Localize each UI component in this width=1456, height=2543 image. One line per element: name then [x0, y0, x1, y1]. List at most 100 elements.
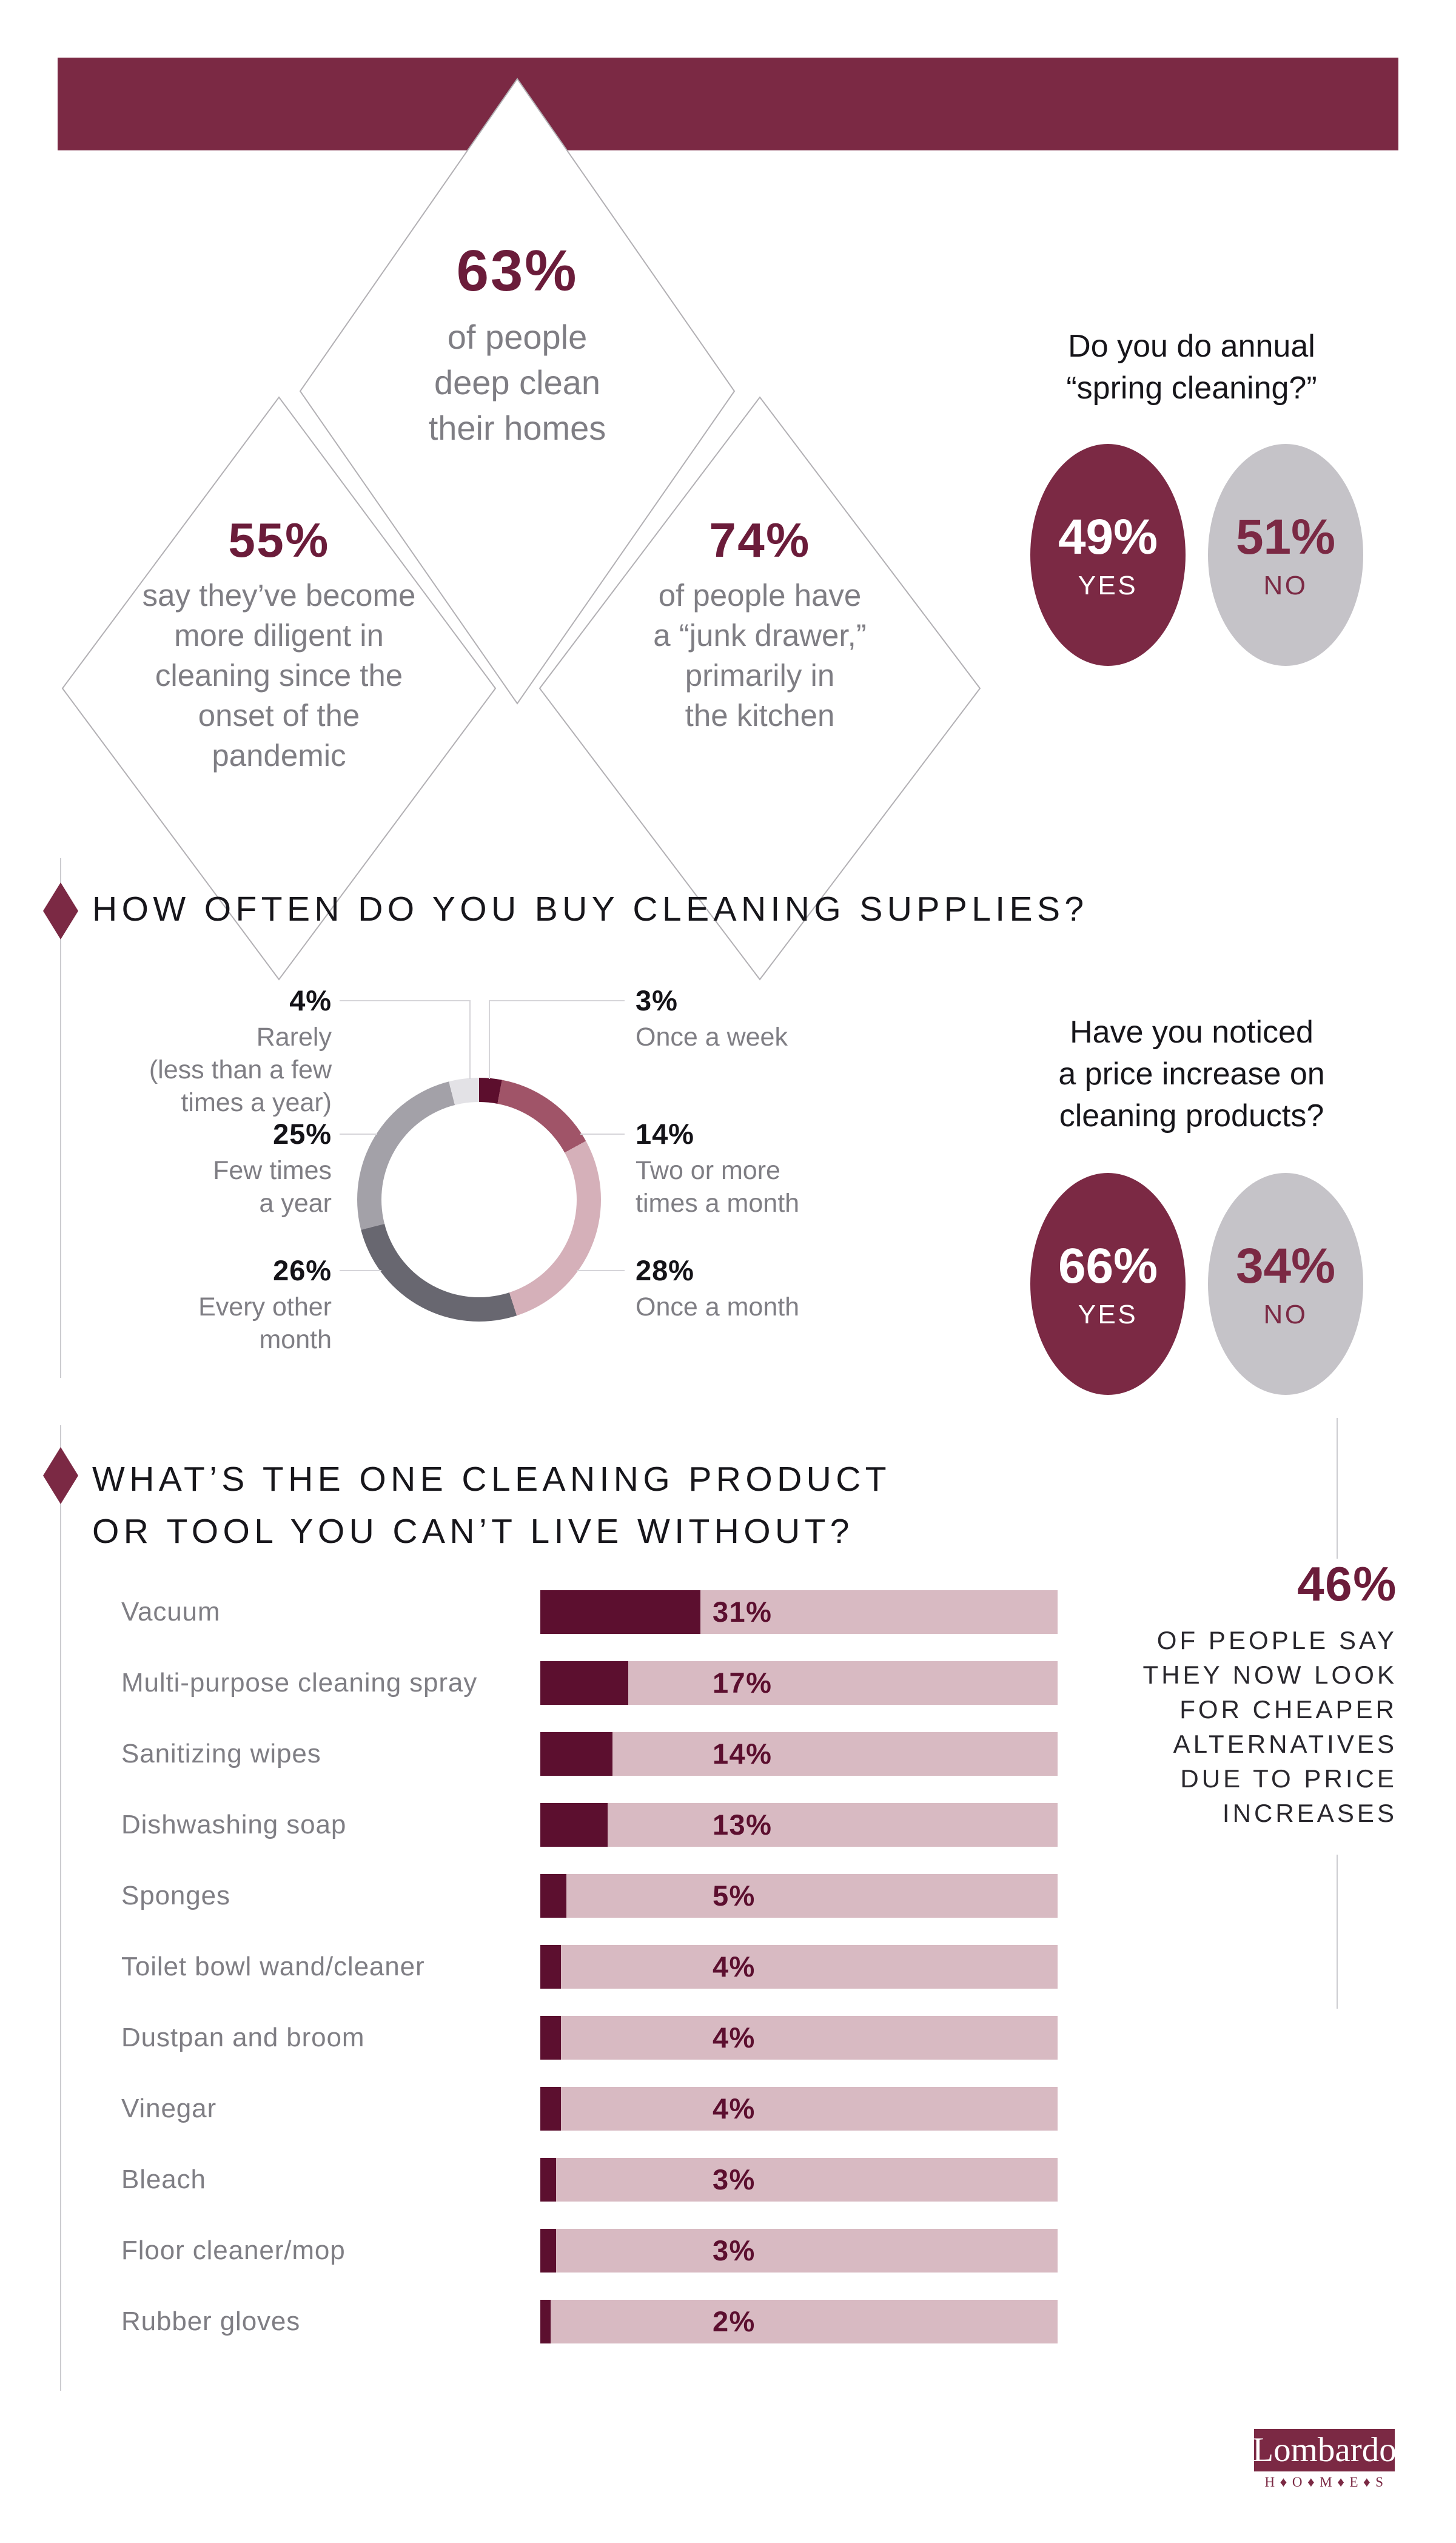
logo-homes-text: H ♦ O ♦ M ♦ E ♦ S [1264, 2474, 1384, 2490]
bar-category-label: Floor cleaner/mop [121, 2236, 346, 2265]
spring-cleaning-question: Do you do annual “spring cleaning?” [1066, 329, 1317, 406]
stat-deep-clean-text: of people deep clean their homes [428, 318, 606, 447]
bar-track [540, 1732, 1058, 1776]
bar-value-label: 3% [713, 2234, 756, 2266]
price-increase-yes-circle: 66% YES [1030, 1173, 1186, 1395]
bar-track [540, 1874, 1058, 1918]
spring-cleaning-no-value: 51% [1235, 509, 1336, 565]
bar-row: Floor cleaner/mop 3% [0, 2229, 1456, 2273]
connector-few-times-year [340, 1134, 377, 1135]
logo-wordmark: Lombardo [1252, 2431, 1397, 2469]
bar-row: Bleach 3% [0, 2158, 1456, 2202]
bar-fill [540, 1661, 628, 1705]
connector-two-or-more [580, 1134, 625, 1135]
price-increase-no-label: NO [1263, 1300, 1308, 1329]
bar-fill [540, 1590, 700, 1634]
top-banner [58, 58, 1398, 150]
bar-fill [540, 1874, 566, 1918]
price-increase-no-value: 34% [1235, 1238, 1336, 1294]
bar-value-label: 17% [713, 1667, 773, 1699]
spring-cleaning-yes-circle: 49% YES [1030, 444, 1186, 666]
bar-fill [540, 2300, 551, 2343]
bar-category-label: Dustpan and broom [121, 2023, 365, 2052]
stat-cheaper-alternatives: 46% OF PEOPLE SAY THEY NOW LOOK FOR CHEA… [970, 1556, 1397, 1830]
stat-deep-clean-value: 63% [456, 238, 579, 303]
stat-diligent-text: say they’ve become more diligent in clea… [142, 578, 416, 773]
bar-value-label: 14% [713, 1738, 773, 1770]
section2-vertical-rule [60, 1425, 61, 2391]
bar-row: Dustpan and broom 4% [0, 2016, 1456, 2060]
bar-value-label: 13% [713, 1809, 773, 1841]
bar-category-label: Bleach [121, 2165, 206, 2194]
section2-diamond-bullet-icon [43, 1447, 78, 1504]
connector-once-month [577, 1270, 625, 1271]
stat-junk-drawer: 74% of people have a “junk drawer,” prim… [578, 512, 942, 736]
bar-value-label: 5% [713, 1880, 756, 1912]
stat-diligent-value: 55% [228, 513, 330, 567]
connector-rarely-drop [469, 1000, 471, 1079]
bar-row: Dishwashing soap 13% [0, 1803, 1456, 1847]
bar-fill [540, 2158, 556, 2202]
stat-diligent: 55% say they’ve become more diligent in … [97, 512, 461, 776]
bar-value-label: 31% [713, 1596, 773, 1628]
bar-category-label: Sanitizing wipes [121, 1739, 321, 1769]
bar-category-label: Sponges [121, 1881, 230, 1910]
bar-track [540, 2158, 1058, 2202]
bar-value-label: 4% [713, 2092, 756, 2125]
donut-label-once-month: 28% Once a month [636, 1254, 800, 1322]
donut-label-few-times-year: 25% Few times a year [213, 1118, 332, 1218]
bar-fill [540, 2016, 561, 2060]
section1-heading: HOW OFTEN DO YOU BUY CLEANING SUPPLIES? [92, 890, 1089, 929]
stat-junk-drawer-value: 74% [709, 513, 811, 567]
bar-value-label: 4% [713, 1950, 756, 1983]
price-increase-no-circle: 34% NO [1208, 1173, 1363, 1395]
section1-vertical-rule [60, 858, 61, 1378]
bar-value-label: 4% [713, 2021, 756, 2054]
bar-row: Sponges 5% [0, 1874, 1456, 1918]
stat-deep-clean: 63% of people deep clean their homes [335, 238, 699, 451]
donut-label-once-week: 3% Once a week [636, 984, 788, 1052]
diamond-74-outline [538, 396, 981, 981]
buy-frequency-donut-chart [357, 1078, 601, 1322]
connector-once-week [489, 1000, 625, 1001]
bar-track [540, 2300, 1058, 2343]
price-increase-question: Have you noticed a price increase on cle… [1058, 1015, 1325, 1134]
bar-category-label: Vacuum [121, 1597, 221, 1627]
bar-fill [540, 1803, 608, 1847]
spring-cleaning-yes-value: 49% [1058, 509, 1158, 565]
price-increase-yes-value: 66% [1058, 1238, 1158, 1294]
bar-row: Toilet bowl wand/cleaner 4% [0, 1945, 1456, 1989]
bar-value-label: 2% [713, 2305, 756, 2337]
bar-row: Multi-purpose cleaning spray 17% [0, 1661, 1456, 1705]
price-increase-yes-label: YES [1078, 1300, 1138, 1329]
donut-label-every-other-month: 26% Every other month [198, 1254, 332, 1354]
bar-category-label: Dishwashing soap [121, 1810, 347, 1839]
bar-track [540, 2229, 1058, 2273]
bar-row: Vinegar 4% [0, 2087, 1456, 2131]
bar-row: Vacuum 31% [0, 1590, 1456, 1634]
stat-cheaper-alternatives-text: OF PEOPLE SAY THEY NOW LOOK FOR CHEAPER … [1142, 1626, 1397, 1827]
callout-vertical-rule-bottom [1337, 1855, 1338, 2009]
diamond-63-outline [299, 78, 736, 705]
diamond-shapes [61, 78, 981, 981]
callout-vertical-rule-top [1337, 1418, 1338, 1559]
connector-every-other-month [340, 1270, 381, 1271]
bar-track [540, 1945, 1058, 1989]
bar-category-label: Multi-purpose cleaning spray [121, 1668, 478, 1698]
stat-cheaper-alternatives-value: 46% [1297, 1557, 1397, 1611]
spring-cleaning-no-label: NO [1263, 571, 1308, 600]
bar-fill [540, 1945, 561, 1989]
lombardo-homes-logo: Lombardo [1252, 2429, 1397, 2471]
bar-row: Sanitizing wipes 14% [0, 1732, 1456, 1776]
bar-fill [540, 2229, 556, 2273]
bar-track [540, 1803, 1058, 1847]
diamond-55-outline [61, 396, 497, 981]
section2-heading: WHAT’S THE ONE CLEANING PRODUCT OR TOOL … [92, 1460, 891, 1551]
bar-fill [540, 1732, 612, 1776]
bar-category-label: Toilet bowl wand/cleaner [121, 1952, 425, 1981]
bar-fill [540, 2087, 561, 2131]
donut-label-two-or-more: 14% Two or more times a month [636, 1118, 800, 1218]
donut-label-rarely: 4% Rarely (less than a few times a year) [149, 984, 332, 1117]
connector-once-week-drop [489, 1000, 490, 1079]
